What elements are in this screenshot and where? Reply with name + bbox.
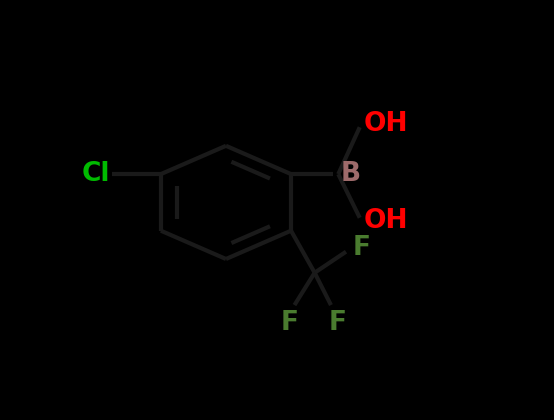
Text: F: F	[329, 310, 347, 336]
Text: Cl: Cl	[81, 161, 110, 187]
Text: F: F	[280, 310, 298, 336]
Text: F: F	[353, 236, 371, 262]
Text: B: B	[341, 161, 361, 187]
Text: OH: OH	[364, 208, 408, 234]
Text: OH: OH	[364, 111, 408, 137]
